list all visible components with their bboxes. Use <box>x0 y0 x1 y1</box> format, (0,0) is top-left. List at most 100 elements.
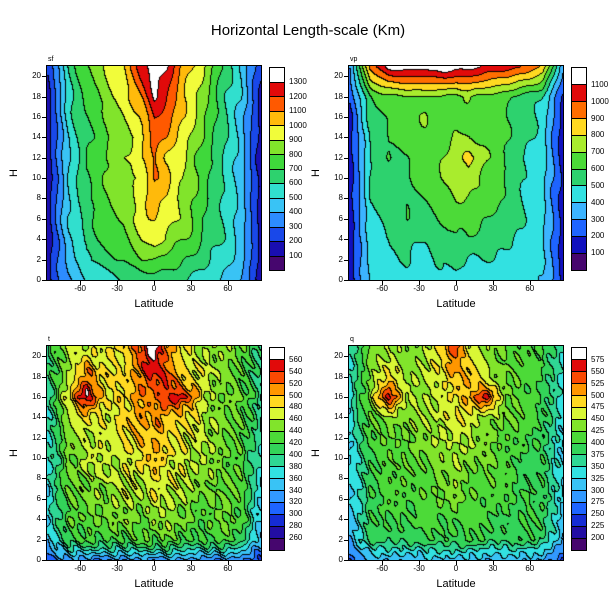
y-tick-mark <box>42 96 46 98</box>
y-tick-label: 14 <box>32 132 41 142</box>
colorbar-cell <box>270 82 284 97</box>
x-tick-label: 0 <box>151 284 157 293</box>
colorbar-tick-label: 540 <box>289 366 303 376</box>
colorbar-scale <box>571 347 587 551</box>
y-tick-label: 20 <box>334 351 343 361</box>
y-tick-label: 10 <box>334 173 343 183</box>
y-tick-label: 8 <box>36 473 41 483</box>
y-tick-label: 4 <box>338 514 343 524</box>
x-tick-label: 60 <box>223 284 233 293</box>
colorbar-tick-label: 600 <box>591 164 605 173</box>
y-tick-mark <box>42 218 46 220</box>
y-tick-mark <box>42 396 46 398</box>
x-tick-mark <box>117 561 119 565</box>
y-tick-mark <box>344 76 348 78</box>
x-tick-label: -60 <box>74 284 86 293</box>
x-tick-label: 0 <box>151 564 157 573</box>
colorbar-cell <box>572 479 586 492</box>
colorbar-tick-label: 375 <box>591 449 605 459</box>
y-tick-label: 2 <box>36 254 41 264</box>
y-tick-mark <box>344 259 348 261</box>
colorbar-scale <box>571 67 587 271</box>
colorbar-cell <box>270 198 284 213</box>
y-tick-label: 18 <box>334 91 343 101</box>
y-tick-mark <box>42 116 46 118</box>
colorbar-tick-label: 900 <box>289 135 303 145</box>
y-tick-label: 8 <box>338 193 343 203</box>
colorbar-cell <box>270 491 284 504</box>
colorbar-cell <box>572 152 586 170</box>
x-tick-label: -60 <box>376 564 388 573</box>
y-tick-label: 0 <box>36 275 41 284</box>
x-tick-label: -30 <box>413 284 425 293</box>
colorbar-tick-label: 500 <box>591 390 605 400</box>
colorbar-tick-label: 1100 <box>289 106 307 116</box>
y-tick-label: 16 <box>32 111 41 121</box>
y-tick-mark <box>42 157 46 159</box>
colorbar-cell <box>572 503 586 516</box>
y-tick-mark <box>344 458 348 460</box>
colorbar-tick-label: 500 <box>289 390 303 400</box>
y-tick-mark <box>42 198 46 200</box>
colorbar-tick-label: 460 <box>289 414 303 424</box>
colorbar-cell <box>572 118 586 136</box>
x-axis-title: Latitude <box>436 298 476 310</box>
colorbar-cell <box>270 126 284 141</box>
x-tick-mark <box>382 281 384 285</box>
y-tick-label: 18 <box>334 371 343 381</box>
panel-t: t H Latitude -60 -30 0 30 60 0 2 4 6 8 10 12 14 16 18 20 56… <box>8 335 308 599</box>
colorbar-tick-label: 600 <box>289 178 303 188</box>
figure-title: Horizontal Length-scale (Km) <box>210 22 406 39</box>
colorbar-cell <box>572 371 586 384</box>
x-axis-title: Latitude <box>436 578 476 590</box>
colorbar-cell <box>572 467 586 480</box>
colorbar-tick-label: 900 <box>591 113 605 123</box>
x-tick-mark <box>117 281 119 285</box>
colorbar-cell <box>572 539 586 550</box>
colorbar-tick-label: 100 <box>591 248 605 258</box>
colorbar-cell <box>572 186 586 204</box>
colorbar-tick-label: 700 <box>591 147 605 157</box>
colorbar-cell <box>270 515 284 528</box>
colorbar-tick-label: 575 <box>591 354 605 364</box>
colorbar-cell <box>270 227 284 242</box>
colorbar-tick-label: 425 <box>591 426 605 436</box>
colorbar-cell <box>572 169 586 187</box>
x-tick-label: 0 <box>453 284 459 293</box>
y-tick-label: 6 <box>36 213 41 223</box>
colorbar-cell <box>270 455 284 468</box>
y-tick-label: 14 <box>32 412 41 422</box>
colorbar-cell <box>270 431 284 444</box>
y-tick-label: 0 <box>338 555 343 564</box>
y-tick-label: 14 <box>334 132 343 142</box>
colorbar-tick-label: 500 <box>591 180 605 190</box>
colorbar-tick-label: 340 <box>289 485 303 495</box>
x-tick-mark <box>190 561 192 565</box>
y-tick-label: 0 <box>36 555 41 564</box>
x-tick-mark <box>456 561 457 565</box>
colorbar-cell <box>270 111 284 126</box>
panel-label-sf: sf <box>48 56 54 63</box>
colorbar-cell <box>270 383 284 396</box>
x-tick-mark <box>492 561 494 565</box>
colorbar-tick-label: 500 <box>289 192 303 202</box>
colorbar-tick-label: 380 <box>289 461 303 471</box>
y-tick-mark <box>42 259 46 261</box>
y-tick-label: 12 <box>32 432 41 442</box>
colorbar-tick-label: 800 <box>289 149 303 159</box>
colorbar-tick-label: 400 <box>591 438 605 448</box>
colorbar-scale <box>269 347 285 551</box>
panel-sf: sf H Latitude -60 -30 0 30 60 0 2 4 6 8 10 12 14 16 18 20 1… <box>8 55 308 327</box>
y-tick-label: 8 <box>338 473 343 483</box>
x-tick-mark <box>80 281 82 285</box>
x-axis-title: Latitude <box>134 298 174 310</box>
y-tick-mark <box>344 437 348 439</box>
y-tick-label: 8 <box>36 193 41 203</box>
colorbar-tick-label: 400 <box>289 449 303 459</box>
colorbar-cell <box>270 213 284 228</box>
colorbar-tick-label: 300 <box>591 214 605 224</box>
x-tick-label: -30 <box>111 284 123 293</box>
x-tick-label: -30 <box>111 564 123 573</box>
colorbar-cell <box>270 479 284 492</box>
colorbar-tick-label: 450 <box>591 414 605 424</box>
